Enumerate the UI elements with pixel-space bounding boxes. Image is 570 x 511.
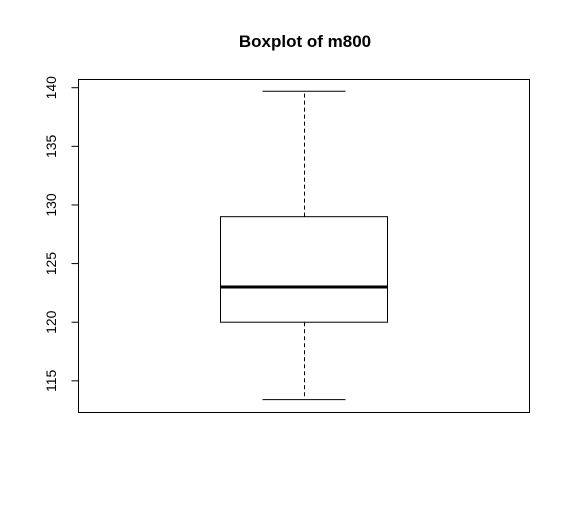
y-tick-label: 135: [43, 134, 59, 158]
chart-title: Boxplot of m800: [239, 32, 371, 51]
interquartile-box: [220, 216, 388, 323]
y-tick-label: 140: [43, 76, 59, 100]
y-tick-label: 130: [43, 193, 59, 217]
y-tick-label: 115: [43, 369, 59, 392]
y-axis: 115 120 125 130 135 140: [43, 76, 79, 392]
box-group: [220, 90, 388, 401]
y-tick-label: 120: [43, 310, 59, 334]
y-tick-label: 125: [43, 252, 59, 276]
